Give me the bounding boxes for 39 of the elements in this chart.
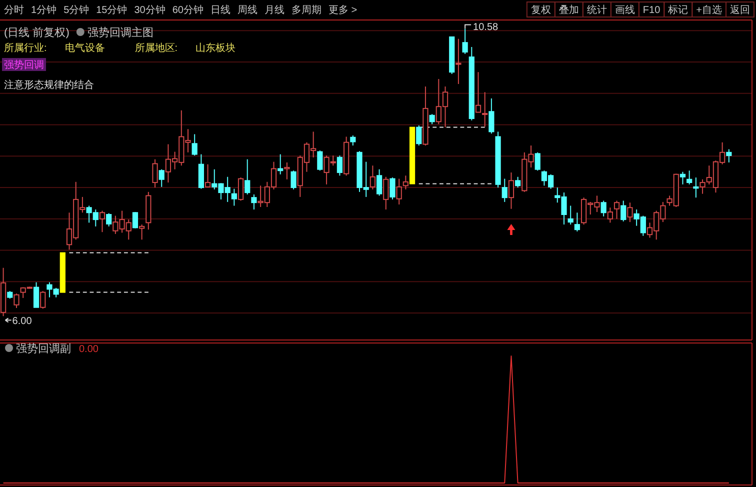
text: 0.00 <box>79 344 99 355</box>
text: 标记 <box>667 4 688 16</box>
text: 画线 <box>614 4 635 16</box>
text: 强势回调主图 <box>87 26 154 39</box>
text: 日线 <box>210 4 230 16</box>
text: 叠加 <box>558 4 579 16</box>
annotation: 强势回调 <box>4 59 44 71</box>
candlestick <box>284 162 290 180</box>
annotation: 所属地区: <box>134 42 178 54</box>
text: 返回 <box>730 4 750 16</box>
annotation: 电气设备 <box>64 42 105 54</box>
candlestick <box>456 38 462 84</box>
annotation: 10.58 <box>473 22 499 33</box>
candlestick <box>278 154 284 175</box>
text: 月线 <box>264 4 284 16</box>
text: 统计 <box>586 4 607 16</box>
text: 1分钟 <box>31 4 57 16</box>
annotation: 注意形态规律的结合 <box>4 79 94 91</box>
text: 多周期 <box>292 4 322 16</box>
text: (日线 前复权) <box>4 26 70 39</box>
annotation: 所属行业: <box>4 42 47 54</box>
annotation: 6.00 <box>12 316 32 328</box>
text: 60分钟 <box>172 4 204 16</box>
candlestick <box>693 176 699 198</box>
chart-title: 强势回调副 <box>16 342 71 355</box>
text: 周线 <box>238 4 258 16</box>
text: 更多 > <box>328 4 358 16</box>
text: +自选 <box>696 4 722 16</box>
text: F10 <box>642 5 661 16</box>
text: 15分钟 <box>96 4 128 16</box>
text: 5分钟 <box>64 4 90 16</box>
text: 分时 <box>4 4 24 16</box>
candlestick <box>482 92 488 128</box>
text: 30分钟 <box>134 4 166 16</box>
candlestick <box>508 172 514 210</box>
text: 复权 <box>530 4 551 16</box>
annotation: 山东板块 <box>196 42 236 54</box>
candlestick <box>402 175 408 190</box>
candlestick <box>627 202 633 223</box>
